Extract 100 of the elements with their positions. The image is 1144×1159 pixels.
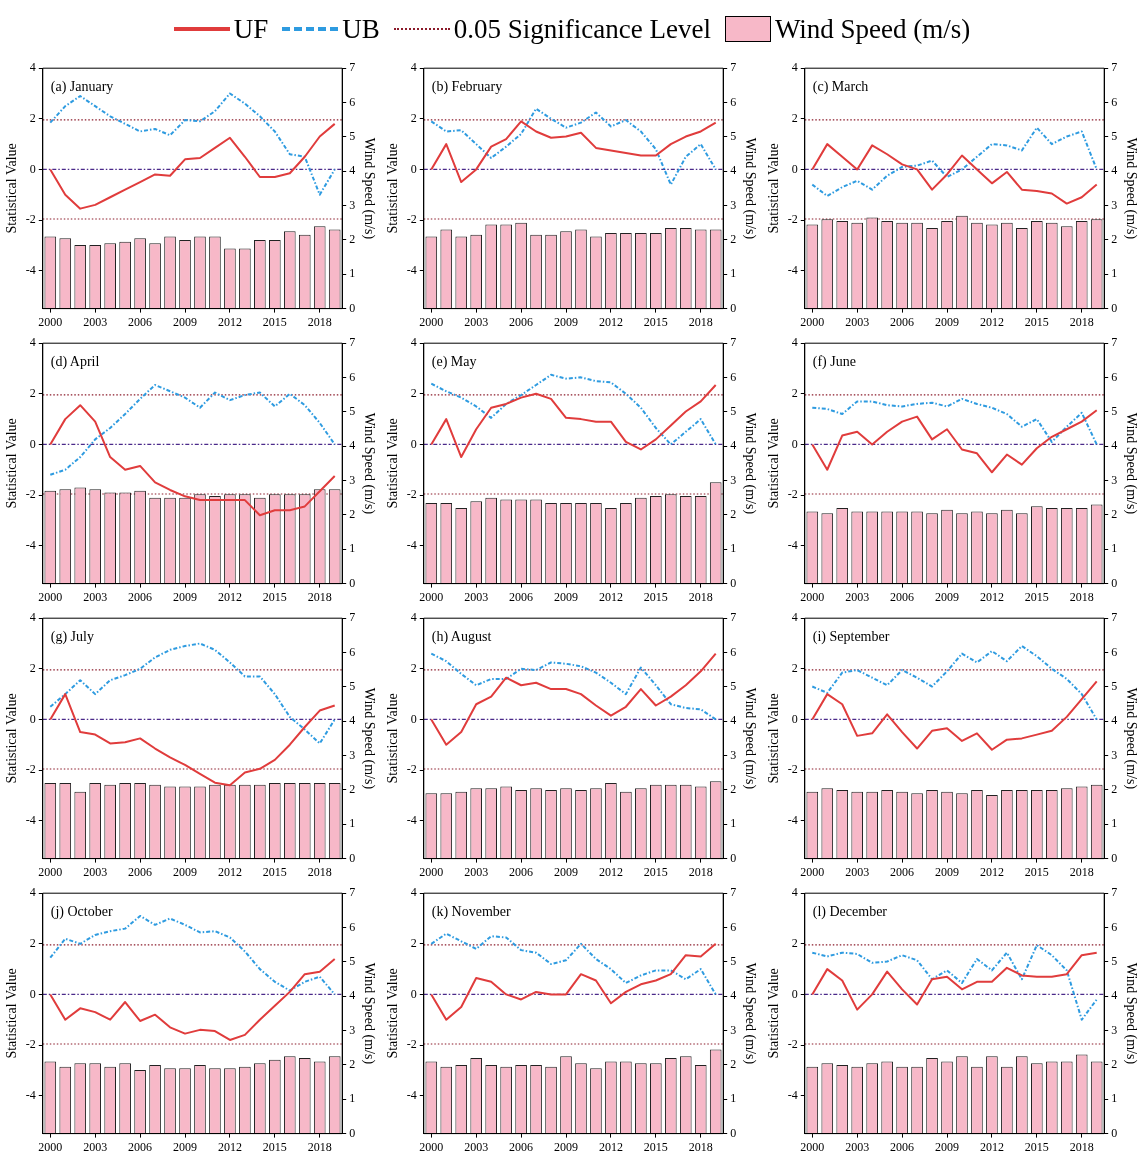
y2-tick-label: 5 [349,679,356,694]
y-tick-label: 0 [791,986,798,1001]
x-tick-label: 2018 [307,1139,332,1154]
x-tick-label: 2003 [845,864,870,879]
y2-tick-label: 6 [349,94,356,109]
line-series [49,92,336,196]
x-tick-label: 2012 [979,589,1004,604]
y2-axis-title: Wind Speed (m/s) [360,137,377,240]
y-tick-label: 2 [791,385,798,400]
x-tick-label: 2006 [890,589,915,604]
x-tick-label: 2000 [419,864,444,879]
y-tick-label: -4 [406,812,417,827]
x-tick-label: 2003 [845,1139,870,1154]
y-tick-label: 4 [29,610,36,625]
y2-tick-label: 5 [1111,404,1118,419]
y2-tick-label: 0 [1111,575,1118,590]
y2-tick-label: 3 [349,747,356,762]
y-tick-label: -2 [25,1037,36,1052]
x-tick-label: 2009 [935,314,960,329]
y2-axis-title: Wind Speed (m/s) [741,687,758,790]
y2-tick-label: 0 [1111,300,1118,315]
y2-tick-label: 2 [1111,782,1118,797]
x-tick-label: 2012 [598,314,623,329]
y2-tick-label: 4 [349,713,356,728]
y-tick-label: 0 [410,161,417,176]
x-tick-label: 2009 [935,1139,960,1154]
legend-label: UB [342,13,380,45]
text: (l) December [812,903,888,920]
y2-tick-label: 6 [349,644,356,659]
y-axis-title: Statistical Value [766,968,782,1059]
y2-axis-title: Wind Speed (m/s) [360,687,377,790]
text: (d) April [50,353,100,370]
x-tick-label: 2009 [935,589,960,604]
y-axis-title: Statistical Value [766,693,782,784]
y2-tick-label: 2 [730,1057,737,1072]
y2-tick-label: 0 [730,300,737,315]
line-series [811,645,1098,721]
x-tick-label: 2018 [1069,589,1094,604]
x-tick-label: 2012 [979,1139,1004,1154]
y-tick-label: 0 [791,711,798,726]
y2-tick-label: 7 [730,885,737,900]
text: (a) January [50,78,114,95]
y-tick-label: -4 [406,537,417,552]
y2-tick-label: 4 [349,163,356,178]
x-tick-label: 2000 [419,589,444,604]
y2-tick-label: 5 [730,954,737,969]
y-tick-label: -4 [787,262,798,277]
y2-tick-label: 3 [1111,747,1118,762]
y2-tick-label: 5 [1111,679,1118,694]
y2-tick-label: 6 [730,369,737,384]
y2-tick-label: 3 [1111,1022,1118,1037]
y2-tick-label: 0 [730,850,737,865]
line-series [811,126,1098,197]
x-tick-label: 2003 [845,589,870,604]
y2-tick-label: 1 [1111,541,1118,556]
y-tick-label: -2 [787,212,798,227]
y2-tick-label: 2 [730,782,737,797]
y2-tick-label: 3 [1111,472,1118,487]
x-tick-label: 2015 [643,314,668,329]
y-tick-label: -2 [406,487,417,502]
y2-tick-label: 0 [1111,1125,1118,1140]
y-tick-label: 4 [791,885,798,900]
y2-tick-label: 2 [730,507,737,522]
y-tick-label: 0 [29,161,36,176]
y2-axis-title: Wind Speed (m/s) [741,412,758,515]
y2-tick-label: 5 [349,954,356,969]
y2-tick-label: 3 [730,1022,737,1037]
line-series [430,932,717,996]
y2-tick-label: 4 [1111,713,1118,728]
x-tick-label: 2015 [643,1139,668,1154]
y-tick-label: -4 [787,812,798,827]
y-tick-label: 4 [29,335,36,350]
y2-tick-label: 7 [1111,885,1118,900]
x-tick-label: 2018 [688,864,713,879]
y-tick-label: 2 [410,110,417,125]
y2-tick-label: 6 [730,919,737,934]
y2-tick-label: 5 [1111,129,1118,144]
y2-tick-label: 1 [349,1091,356,1106]
y-tick-label: -2 [787,487,798,502]
x-tick-label: 2018 [307,314,332,329]
x-tick-label: 2003 [83,589,108,604]
y-tick-label: 2 [410,935,417,950]
y-tick-label: 2 [29,385,36,400]
y-tick-label: 0 [29,711,36,726]
line-series [430,107,717,186]
y2-tick-label: 2 [349,1057,356,1072]
y2-axis-title: Wind Speed (m/s) [741,137,758,240]
y2-tick-label: 3 [1111,197,1118,212]
x-tick-label: 2018 [1069,314,1094,329]
x-tick-label: 2009 [935,864,960,879]
y2-tick-label: 6 [349,919,356,934]
x-tick-label: 2015 [1024,314,1049,329]
y2-tick-label: 2 [349,507,356,522]
y-tick-label: 4 [29,885,36,900]
y2-tick-label: 6 [349,369,356,384]
legend-label: 0.05 Significance Level [453,13,711,45]
y-tick-label: 4 [791,335,798,350]
y-axis-title: Statistical Value [385,418,401,509]
y2-tick-label: 0 [349,1125,356,1140]
x-tick-label: 2015 [262,1139,287,1154]
